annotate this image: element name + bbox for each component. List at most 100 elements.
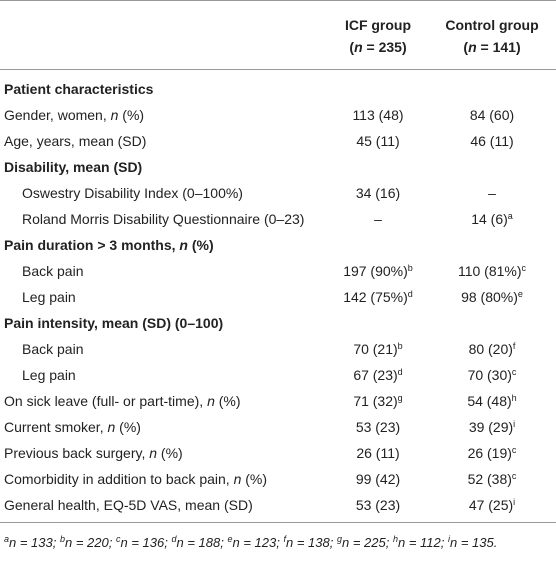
row-label: Back pain xyxy=(0,336,328,362)
row-label: Gender, women, n (%) xyxy=(0,102,328,128)
table-row: Comorbidity in addition to back pain, n … xyxy=(0,466,556,492)
value: 45 (11) xyxy=(356,133,400,149)
value: 67 (23) xyxy=(353,367,398,383)
value: 71 (32) xyxy=(353,393,398,409)
footnote-text: n = 112; xyxy=(398,535,445,550)
value: 80 (20) xyxy=(468,341,513,357)
footnote-mark: h xyxy=(392,534,398,544)
footnote-mark: e xyxy=(227,534,233,544)
value-cell: 67 (23)d xyxy=(328,362,428,388)
footnote-mark: a xyxy=(507,211,513,221)
text: Pain intensity, mean (SD) (0–100) xyxy=(4,315,224,331)
footnote: an = 133; bn = 220; cn = 136; dn = 188; … xyxy=(0,523,556,554)
value: 26 (11) xyxy=(356,445,400,461)
footnote-mark: b xyxy=(60,534,66,544)
section-heading: Pain duration > 3 months, n (%) xyxy=(0,232,556,258)
value-cell: 142 (75%)d xyxy=(328,284,428,310)
table-row: Disability, mean (SD) xyxy=(0,154,556,180)
table-body: Patient characteristics Gender, women, n … xyxy=(0,70,556,523)
footnote-text: n = 123; xyxy=(232,535,280,550)
footnote-mark: f xyxy=(283,534,286,544)
value-cell: 98 (80%)e xyxy=(428,284,556,310)
row-label: Current smoker, n (%) xyxy=(0,414,328,440)
italic-text: n xyxy=(233,471,242,487)
italic-text: n xyxy=(207,393,215,409)
text: Roland Morris Disability Questionnaire (… xyxy=(22,211,305,227)
footnote-mark: i xyxy=(513,419,516,429)
table-row: Roland Morris Disability Questionnaire (… xyxy=(0,206,556,232)
table-row: Gender, women, n (%) 113 (48) 84 (60) xyxy=(0,102,556,128)
footnote-mark: i xyxy=(513,497,516,507)
value-cell: 53 (23) xyxy=(328,492,428,523)
text: Oswestry Disability Index (0–100%) xyxy=(22,185,243,201)
footnote-mark: c xyxy=(511,367,517,377)
text: = 141) xyxy=(476,39,521,55)
italic-text: n xyxy=(149,445,158,461)
value-cell: 99 (42) xyxy=(328,466,428,492)
text: Gender, women, xyxy=(4,107,111,123)
text: Leg pain xyxy=(22,367,76,383)
value-cell: 39 (29)i xyxy=(428,414,556,440)
footnote-mark: c xyxy=(511,471,517,481)
italic-text: n xyxy=(468,39,477,55)
value: 34 (16) xyxy=(355,185,401,201)
footnote-mark: b xyxy=(397,341,403,351)
text: (%) xyxy=(118,107,145,123)
footnote-text: n = 133; xyxy=(9,535,57,550)
footnote-text: n = 135. xyxy=(450,535,498,550)
text: On sick leave (full- or part-time), xyxy=(4,393,208,409)
footnote-mark: d xyxy=(397,367,403,377)
value-cell: 84 (60) xyxy=(428,102,556,128)
footnote-mark: b xyxy=(407,263,413,273)
table-row: Leg pain 142 (75%)d 98 (80%)e xyxy=(0,284,556,310)
value-cell: 113 (48) xyxy=(328,102,428,128)
text: (%) xyxy=(157,445,183,461)
value-cell: 71 (32)g xyxy=(328,388,428,414)
header-cell: ICF group xyxy=(328,0,428,37)
value-cell: 14 (6)a xyxy=(428,206,556,232)
table-row: Back pain 197 (90%)b 110 (81%)c xyxy=(0,258,556,284)
footnote-mark: i xyxy=(448,534,451,544)
value-cell: – xyxy=(428,180,556,206)
value-cell: 45 (11) xyxy=(328,128,428,154)
value-cell: 26 (11) xyxy=(328,440,428,466)
row-label: Age, years, mean (SD) xyxy=(0,128,328,154)
value: 53 (23) xyxy=(355,419,401,435)
text: (%) xyxy=(187,237,214,253)
value-cell: 197 (90%)b xyxy=(328,258,428,284)
table-header: ICF group Control group (n = 235) (n = 141… xyxy=(0,0,556,70)
value-cell: – xyxy=(328,206,428,232)
text: Control group xyxy=(445,17,539,33)
section-heading: Patient characteristics xyxy=(0,70,556,103)
footnote-mark: c xyxy=(116,534,121,544)
value-cell: 80 (20)f xyxy=(428,336,556,362)
value-cell: 26 (19)c xyxy=(428,440,556,466)
value-cell: 52 (38)c xyxy=(428,466,556,492)
text: Back pain xyxy=(22,263,84,279)
section-heading: Pain intensity, mean (SD) (0–100) xyxy=(0,310,556,336)
value: – xyxy=(374,211,382,227)
table-row: Current smoker, n (%) 53 (23) 39 (29)i xyxy=(0,414,556,440)
table-row: Pain intensity, mean (SD) (0–100) xyxy=(0,310,556,336)
text: Comorbidity in addition to back pain, xyxy=(4,471,234,487)
table-row: Age, years, mean (SD) 45 (11) 46 (11) xyxy=(0,128,556,154)
footnote-text: n = 220; xyxy=(65,535,113,550)
footnote-text: n = 138; xyxy=(286,535,334,550)
header-cell: Control group xyxy=(428,0,556,37)
text: Previous back surgery, xyxy=(4,445,150,461)
value: – xyxy=(488,185,496,201)
footnote-text: n = 225; xyxy=(342,535,390,550)
section-heading: Disability, mean (SD) xyxy=(0,154,556,180)
value: 53 (23) xyxy=(355,497,401,513)
footnote-mark: g xyxy=(397,393,403,403)
row-label: Oswestry Disability Index (0–100%) xyxy=(0,180,328,206)
text: Age, years, mean (SD) xyxy=(4,133,147,149)
value: 197 (90%) xyxy=(343,263,408,279)
text: Disability, mean (SD) xyxy=(4,159,143,175)
italic-text: n xyxy=(179,237,188,253)
value-cell: 54 (48)h xyxy=(428,388,556,414)
table-row: Leg pain 67 (23)d 70 (30)c xyxy=(0,362,556,388)
header-cell xyxy=(0,0,328,37)
value: 110 (81%) xyxy=(457,263,522,279)
